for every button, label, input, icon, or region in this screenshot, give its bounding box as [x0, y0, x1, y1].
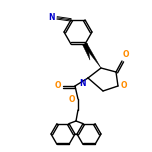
Text: O: O	[121, 81, 128, 90]
Text: O: O	[55, 81, 61, 90]
Text: N: N	[48, 13, 55, 22]
Text: O: O	[69, 95, 75, 104]
Polygon shape	[83, 43, 90, 60]
Text: O: O	[123, 50, 130, 59]
Text: N: N	[79, 79, 86, 88]
Polygon shape	[83, 43, 101, 68]
